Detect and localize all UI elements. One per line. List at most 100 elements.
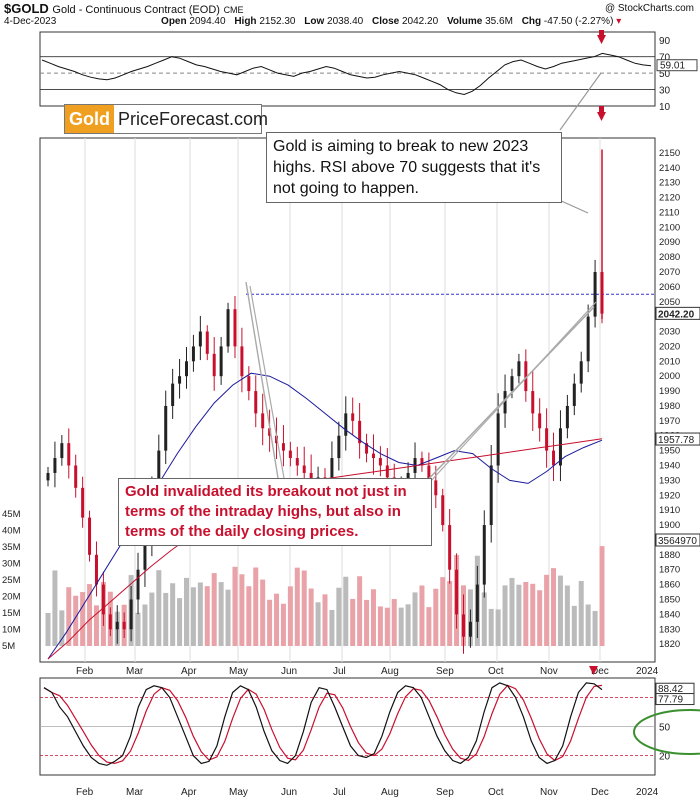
x-tick-label: Oct	[488, 666, 504, 677]
volume-bar	[384, 607, 390, 646]
price-tick-label: 1950	[659, 446, 680, 457]
candle-body	[205, 331, 209, 354]
price-tick-label: 2070	[659, 267, 680, 278]
price-tick-label: 2010	[659, 356, 680, 367]
volume-bar	[377, 606, 383, 646]
candle-body	[275, 435, 279, 444]
close-value: 2042.20	[402, 16, 439, 27]
candle-body	[212, 353, 216, 377]
x-tick-label: May	[229, 666, 248, 677]
candle-body	[552, 450, 556, 466]
volume-bar	[52, 570, 58, 646]
ma50-value-label: 1957.78	[658, 435, 695, 446]
candle-body	[475, 584, 479, 622]
close-value-label: 2042.20	[658, 309, 695, 320]
candle-body	[226, 309, 230, 347]
logo-gold: Gold	[65, 105, 114, 133]
symbol-title: $GOLD Gold - Continuous Contract (EOD) C…	[4, 1, 244, 16]
volume-bar	[488, 608, 494, 646]
low-value: 2038.40	[327, 16, 364, 27]
volume-bar	[308, 588, 314, 646]
volume-bar	[87, 584, 93, 646]
high-value: 2152.30	[259, 16, 296, 27]
volume-bar	[274, 593, 280, 646]
candle-body	[489, 465, 493, 526]
rsi-value-label: 59.01	[660, 61, 685, 72]
candle-body	[46, 472, 50, 481]
rsi-tick-label: 70	[659, 53, 671, 64]
volume-bar	[267, 599, 273, 646]
candle-body	[351, 413, 355, 421]
volume-bar	[142, 604, 148, 646]
stoch-slow-line	[43, 684, 603, 765]
candle-body	[538, 413, 542, 429]
candle-body	[122, 621, 126, 630]
candle-body	[240, 346, 244, 377]
candle-body	[268, 428, 272, 436]
candle-body	[385, 465, 389, 478]
candle-body	[593, 271, 597, 317]
price-tick-label: 2090	[659, 237, 680, 248]
annotation-top: Gold is aiming to break to new 2023 high…	[266, 132, 562, 203]
volume-bar	[551, 568, 557, 646]
rsi-tick-label: 50	[659, 69, 671, 80]
rsi-frame	[39, 31, 656, 107]
open-label: Open	[161, 16, 187, 27]
candle-body	[108, 614, 112, 630]
volume-bar	[197, 582, 203, 646]
volume-bar	[322, 594, 328, 646]
volume-bar	[232, 566, 238, 646]
candle-body	[309, 472, 313, 481]
volume-bar	[315, 602, 321, 646]
price-tick-label: 2100	[659, 222, 680, 233]
quote-line: 4-Dec-2023 Open 2094.40 High 2152.30 Low…	[4, 16, 621, 27]
low-label: Low	[304, 16, 325, 27]
volume-tick-label: 30M	[2, 559, 21, 570]
volume-bar	[73, 595, 79, 646]
volume-bar	[149, 592, 155, 646]
price-tick-label: 1820	[659, 639, 680, 650]
pointer-line	[559, 72, 602, 131]
candle-body	[288, 450, 292, 459]
stoch-x-tick-label: Jul	[333, 787, 346, 798]
price-tick-label: 2110	[659, 207, 679, 218]
candle-body	[531, 391, 535, 414]
candle-body	[558, 428, 562, 466]
volume-bar	[599, 546, 605, 646]
candle-body	[586, 316, 590, 362]
volume-bar	[343, 576, 349, 646]
volume-bar	[537, 590, 543, 646]
candle-body	[143, 539, 147, 570]
volume-bar	[516, 584, 522, 646]
high-label: High	[234, 16, 257, 27]
candle-body	[136, 569, 140, 600]
candle-body	[178, 376, 182, 384]
candle-body	[60, 443, 64, 459]
pointer-line	[245, 281, 279, 479]
down-triangle-icon: ▾	[616, 16, 622, 27]
price-tick-label: 1900	[659, 520, 680, 531]
candle-body	[191, 346, 195, 362]
candle-body	[517, 361, 521, 377]
candle-body	[94, 554, 98, 585]
candle-body	[378, 458, 382, 466]
candle-body	[74, 465, 78, 488]
candle-body	[53, 458, 57, 473]
volume-bar	[156, 570, 162, 646]
price-tick-label: 2020	[659, 341, 680, 352]
volume-bar	[239, 574, 245, 646]
price-tick-label: 1880	[659, 550, 680, 561]
volume-bar	[509, 577, 515, 646]
stoch-slow-label: 77.79	[658, 695, 683, 706]
candle-body	[482, 525, 486, 585]
pointer-line	[417, 306, 595, 491]
stoch-x-tick-label: Sep	[436, 787, 454, 798]
down-arrow-icon	[597, 112, 606, 121]
candle-body	[164, 405, 168, 451]
volume-bar	[419, 585, 425, 646]
x-tick-label: 2024	[636, 666, 659, 677]
stoch-x-tick-label: Oct	[488, 787, 504, 798]
candle-body	[427, 465, 431, 481]
volume-bar	[544, 574, 550, 646]
candle-body	[496, 413, 500, 466]
